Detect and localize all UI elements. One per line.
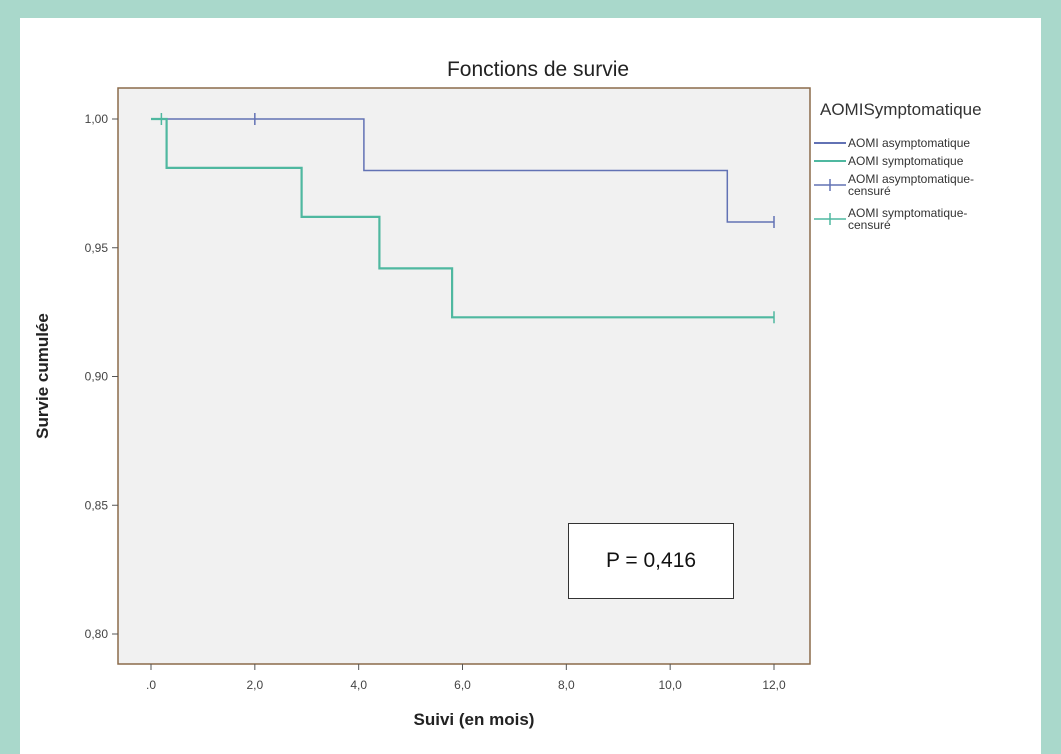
x-tick-label: .0 <box>146 678 156 692</box>
y-tick-label: 0,90 <box>85 370 109 384</box>
x-tick-label: 10,0 <box>658 678 682 692</box>
legend-label: AOMI asymptomatique <box>848 136 970 150</box>
series-line-2 <box>151 117 774 319</box>
legend-label: AOMI symptomatique <box>848 154 964 168</box>
series-line-1 <box>151 118 774 223</box>
x-tick-label: 4,0 <box>350 678 367 692</box>
p-value-box: P = 0,416 <box>568 523 734 599</box>
y-tick-label: 0,95 <box>85 241 109 255</box>
survival-chart: Fonctions de survie 0,80 0,85 0,90 0,95 1,00… <box>33 58 982 729</box>
legend-title: AOMISymptomatique <box>820 100 982 119</box>
figure-frame: Fonctions de survie 0,80 0,85 0,90 0,95 1,00… <box>20 18 1041 754</box>
y-tick-label: 0,80 <box>85 627 109 641</box>
x-tick-label: 8,0 <box>558 678 575 692</box>
chart-title: Fonctions de survie <box>447 58 629 81</box>
y-tick-label: 1,00 <box>85 112 109 126</box>
legend-label: censuré <box>848 218 891 232</box>
y-tick-label: 0,85 <box>85 498 109 512</box>
x-tick-label: 12,0 <box>762 678 786 692</box>
legend-label: AOMI symptomatique- <box>848 206 967 220</box>
x-tick-label: 6,0 <box>454 678 471 692</box>
y-axis-label: Survie cumulée <box>33 313 52 439</box>
legend-label: AOMI asymptomatique- <box>848 172 974 186</box>
x-tick-label: 2,0 <box>246 678 263 692</box>
x-axis-label: Suivi (en mois) <box>414 710 535 729</box>
legend: AOMISymptomatique AOMI asymptomatique AOM… <box>814 100 982 232</box>
legend-label: censuré <box>848 184 891 198</box>
